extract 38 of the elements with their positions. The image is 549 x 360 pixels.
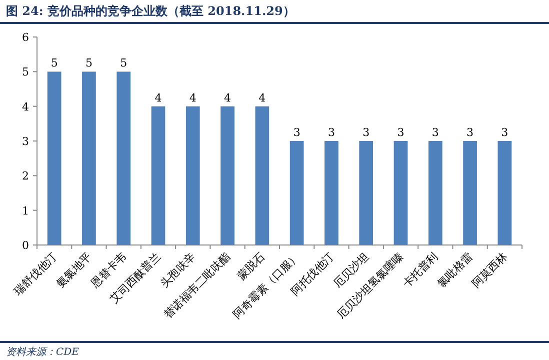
y-tick-label: 3: [22, 135, 29, 148]
bar: [324, 141, 338, 245]
data-label: 5: [50, 56, 58, 70]
bar: [82, 72, 96, 245]
chart-title: 图 24: 竞价品种的竞争企业数（截至 2018.11.29）: [6, 4, 295, 18]
bar: [220, 106, 234, 245]
data-label: 4: [258, 91, 266, 104]
data-label: 3: [501, 126, 508, 139]
bar: [394, 141, 408, 245]
data-label: 3: [466, 126, 474, 139]
data-label: 3: [397, 126, 404, 139]
text: 资料来源：CDE: [6, 346, 80, 358]
bar: [116, 72, 131, 245]
data-label: 4: [189, 91, 196, 104]
bar: [186, 106, 200, 245]
bar: [498, 141, 512, 245]
y-tick-label: 5: [22, 66, 29, 79]
bar: [359, 141, 374, 245]
x-tick-label: 蒙脱石: [234, 250, 268, 282]
y-tick-label: 1: [22, 204, 29, 218]
bar: [47, 72, 62, 245]
data-label: 3: [293, 126, 300, 139]
y-tick-label: 4: [22, 100, 29, 114]
data-label: 4: [154, 91, 162, 104]
bar: [463, 141, 477, 245]
data-label: 5: [85, 56, 92, 70]
y-tick-label: 6: [22, 31, 29, 44]
bar: [428, 141, 442, 245]
bar: [290, 141, 304, 245]
bar: [151, 106, 166, 245]
data-label: 3: [432, 126, 439, 139]
data-label: 4: [224, 91, 232, 104]
data-label: 5: [120, 56, 128, 70]
bar: [255, 106, 270, 245]
y-tick-label: 2: [22, 170, 29, 183]
data-label: 3: [362, 126, 370, 139]
y-tick-label: 0: [22, 239, 29, 252]
data-label: 3: [328, 126, 335, 139]
